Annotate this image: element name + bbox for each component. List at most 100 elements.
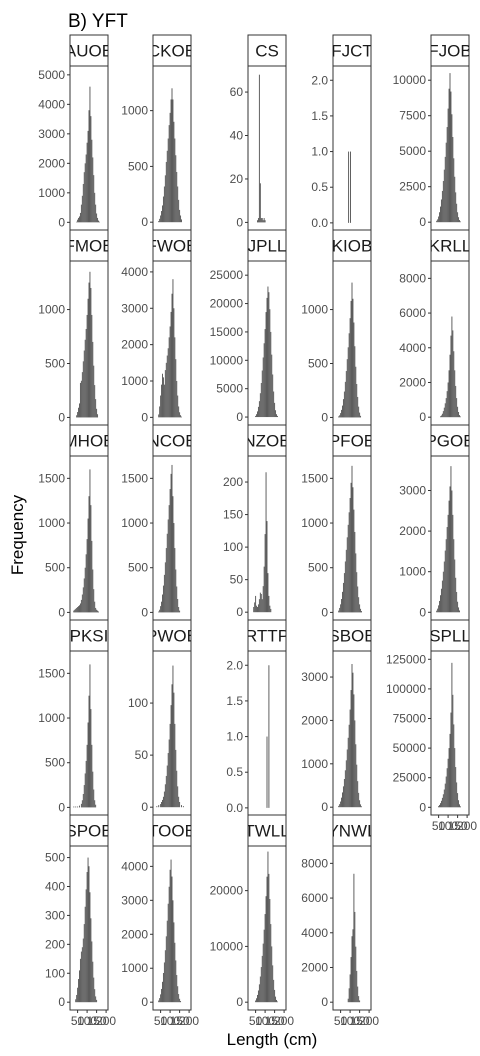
histogram-bar — [79, 382, 81, 418]
histogram-bar — [87, 298, 89, 418]
y-tick-label: 500 — [45, 756, 65, 770]
y-tick-label: 1000 — [38, 303, 65, 317]
histogram-bar — [77, 987, 79, 1003]
y-tick-label: 50 — [230, 573, 244, 587]
histogram-bar — [265, 896, 267, 1003]
histogram-bar — [255, 415, 257, 418]
histogram-bar — [447, 382, 449, 418]
histogram-bar — [180, 415, 182, 418]
histogram-bar — [348, 151, 350, 223]
histogram-bar — [164, 784, 166, 808]
histogram-bar — [162, 205, 163, 223]
histogram-bar — [357, 586, 359, 613]
histogram-bar — [182, 806, 184, 808]
histogram-bar — [181, 219, 182, 223]
histogram-bar — [254, 602, 256, 613]
histogram-bar — [160, 215, 162, 223]
histogram-bar — [356, 764, 358, 808]
y-tick-label: 125000 — [386, 652, 426, 666]
histogram-bar — [350, 482, 352, 613]
histogram-bar — [349, 709, 351, 808]
facet-strip-box — [152, 424, 192, 457]
y-tick-label: 400 — [45, 879, 65, 893]
histogram-bar — [456, 591, 458, 613]
histogram-bar — [94, 601, 96, 613]
y-tick-label: 15000 — [210, 325, 244, 339]
y-tick-label: 1.0 — [311, 145, 328, 159]
histogram-bar — [257, 220, 258, 223]
histogram-bar — [261, 370, 263, 418]
facet-strip-box — [69, 229, 109, 262]
histogram-bar — [458, 411, 460, 418]
facet-panel: FWOB 0 1000 2000 3000 4000 — [121, 229, 198, 426]
histogram-bar — [449, 354, 451, 418]
y-tick-label: 3000 — [301, 670, 328, 684]
histogram-bar — [348, 512, 350, 613]
histogram-bar — [83, 578, 85, 613]
histogram-bar — [260, 383, 262, 418]
histogram-bar — [171, 464, 173, 613]
x-tick-label: 200 — [96, 1014, 116, 1028]
y-tick-label: 500 — [128, 159, 148, 173]
histogram-bar — [340, 801, 342, 808]
histogram-bar — [262, 220, 264, 223]
histogram-bar — [261, 955, 263, 1003]
histogram-bar — [440, 206, 441, 223]
histogram-bar — [176, 975, 178, 1003]
histogram-bar — [268, 665, 270, 808]
histogram-bar — [80, 204, 82, 223]
histogram-bar — [355, 366, 357, 418]
histogram-bar — [344, 770, 346, 808]
histogram-bar — [75, 806, 77, 808]
histogram-bar — [169, 723, 171, 808]
facet-panel: PWOB 0 50 100 — [128, 619, 192, 816]
histogram-bar — [166, 355, 168, 418]
histogram-bar — [89, 86, 91, 223]
facet-strip-label: FWOB — [147, 237, 198, 256]
histogram-bar — [98, 611, 99, 613]
histogram-bar — [452, 694, 454, 808]
x-tick-label: 50 — [249, 1014, 263, 1028]
y-tick-label: 1.5 — [311, 109, 328, 123]
facet-strip-box — [69, 814, 109, 847]
histogram-bar — [80, 380, 82, 418]
y-tick-label: 4000 — [121, 265, 148, 279]
histogram-bar — [167, 348, 169, 418]
histogram-bar — [97, 217, 99, 223]
y-tick-label: 2000 — [38, 156, 65, 170]
histogram-bar — [90, 918, 92, 1003]
histogram-bar — [259, 393, 261, 418]
histogram-bar — [91, 941, 93, 1003]
histogram-bar — [448, 370, 450, 418]
histogram-bar — [444, 550, 446, 613]
histogram-bar — [171, 293, 173, 418]
histogram-bar — [168, 886, 170, 1003]
histogram-bar — [442, 571, 444, 613]
histogram-bar — [160, 395, 162, 418]
histogram-bar — [339, 804, 341, 808]
y-tick-label: 0.0 — [311, 216, 328, 230]
histogram-bar — [273, 979, 275, 1003]
histogram-bar — [270, 924, 272, 1003]
histogram-bar — [437, 219, 439, 223]
histogram-bar — [166, 150, 168, 223]
histogram-bar — [451, 316, 453, 418]
histogram-bar — [454, 559, 456, 613]
facet-panel: CKOB 0 500 1000 — [121, 34, 192, 231]
histogram-bar — [93, 789, 95, 808]
histogram-bar — [170, 705, 172, 808]
facet-panel: JPLL 0 5000 10000 15000 20000 25000 — [210, 229, 287, 426]
y-tick-label: 1000 — [121, 374, 148, 388]
histogram-bar — [276, 414, 277, 418]
y-tick-label: 500 — [45, 357, 65, 371]
histogram-bar — [97, 610, 99, 613]
histogram-bar — [179, 801, 181, 808]
histogram-bar — [443, 789, 445, 808]
histogram-bar — [86, 744, 88, 808]
y-tick-label: 1500 — [301, 471, 328, 485]
y-tick-label: 200 — [223, 475, 243, 489]
y-tick-label: 10000 — [210, 353, 244, 367]
histogram-bar — [345, 371, 347, 418]
histogram-bar — [90, 709, 92, 808]
